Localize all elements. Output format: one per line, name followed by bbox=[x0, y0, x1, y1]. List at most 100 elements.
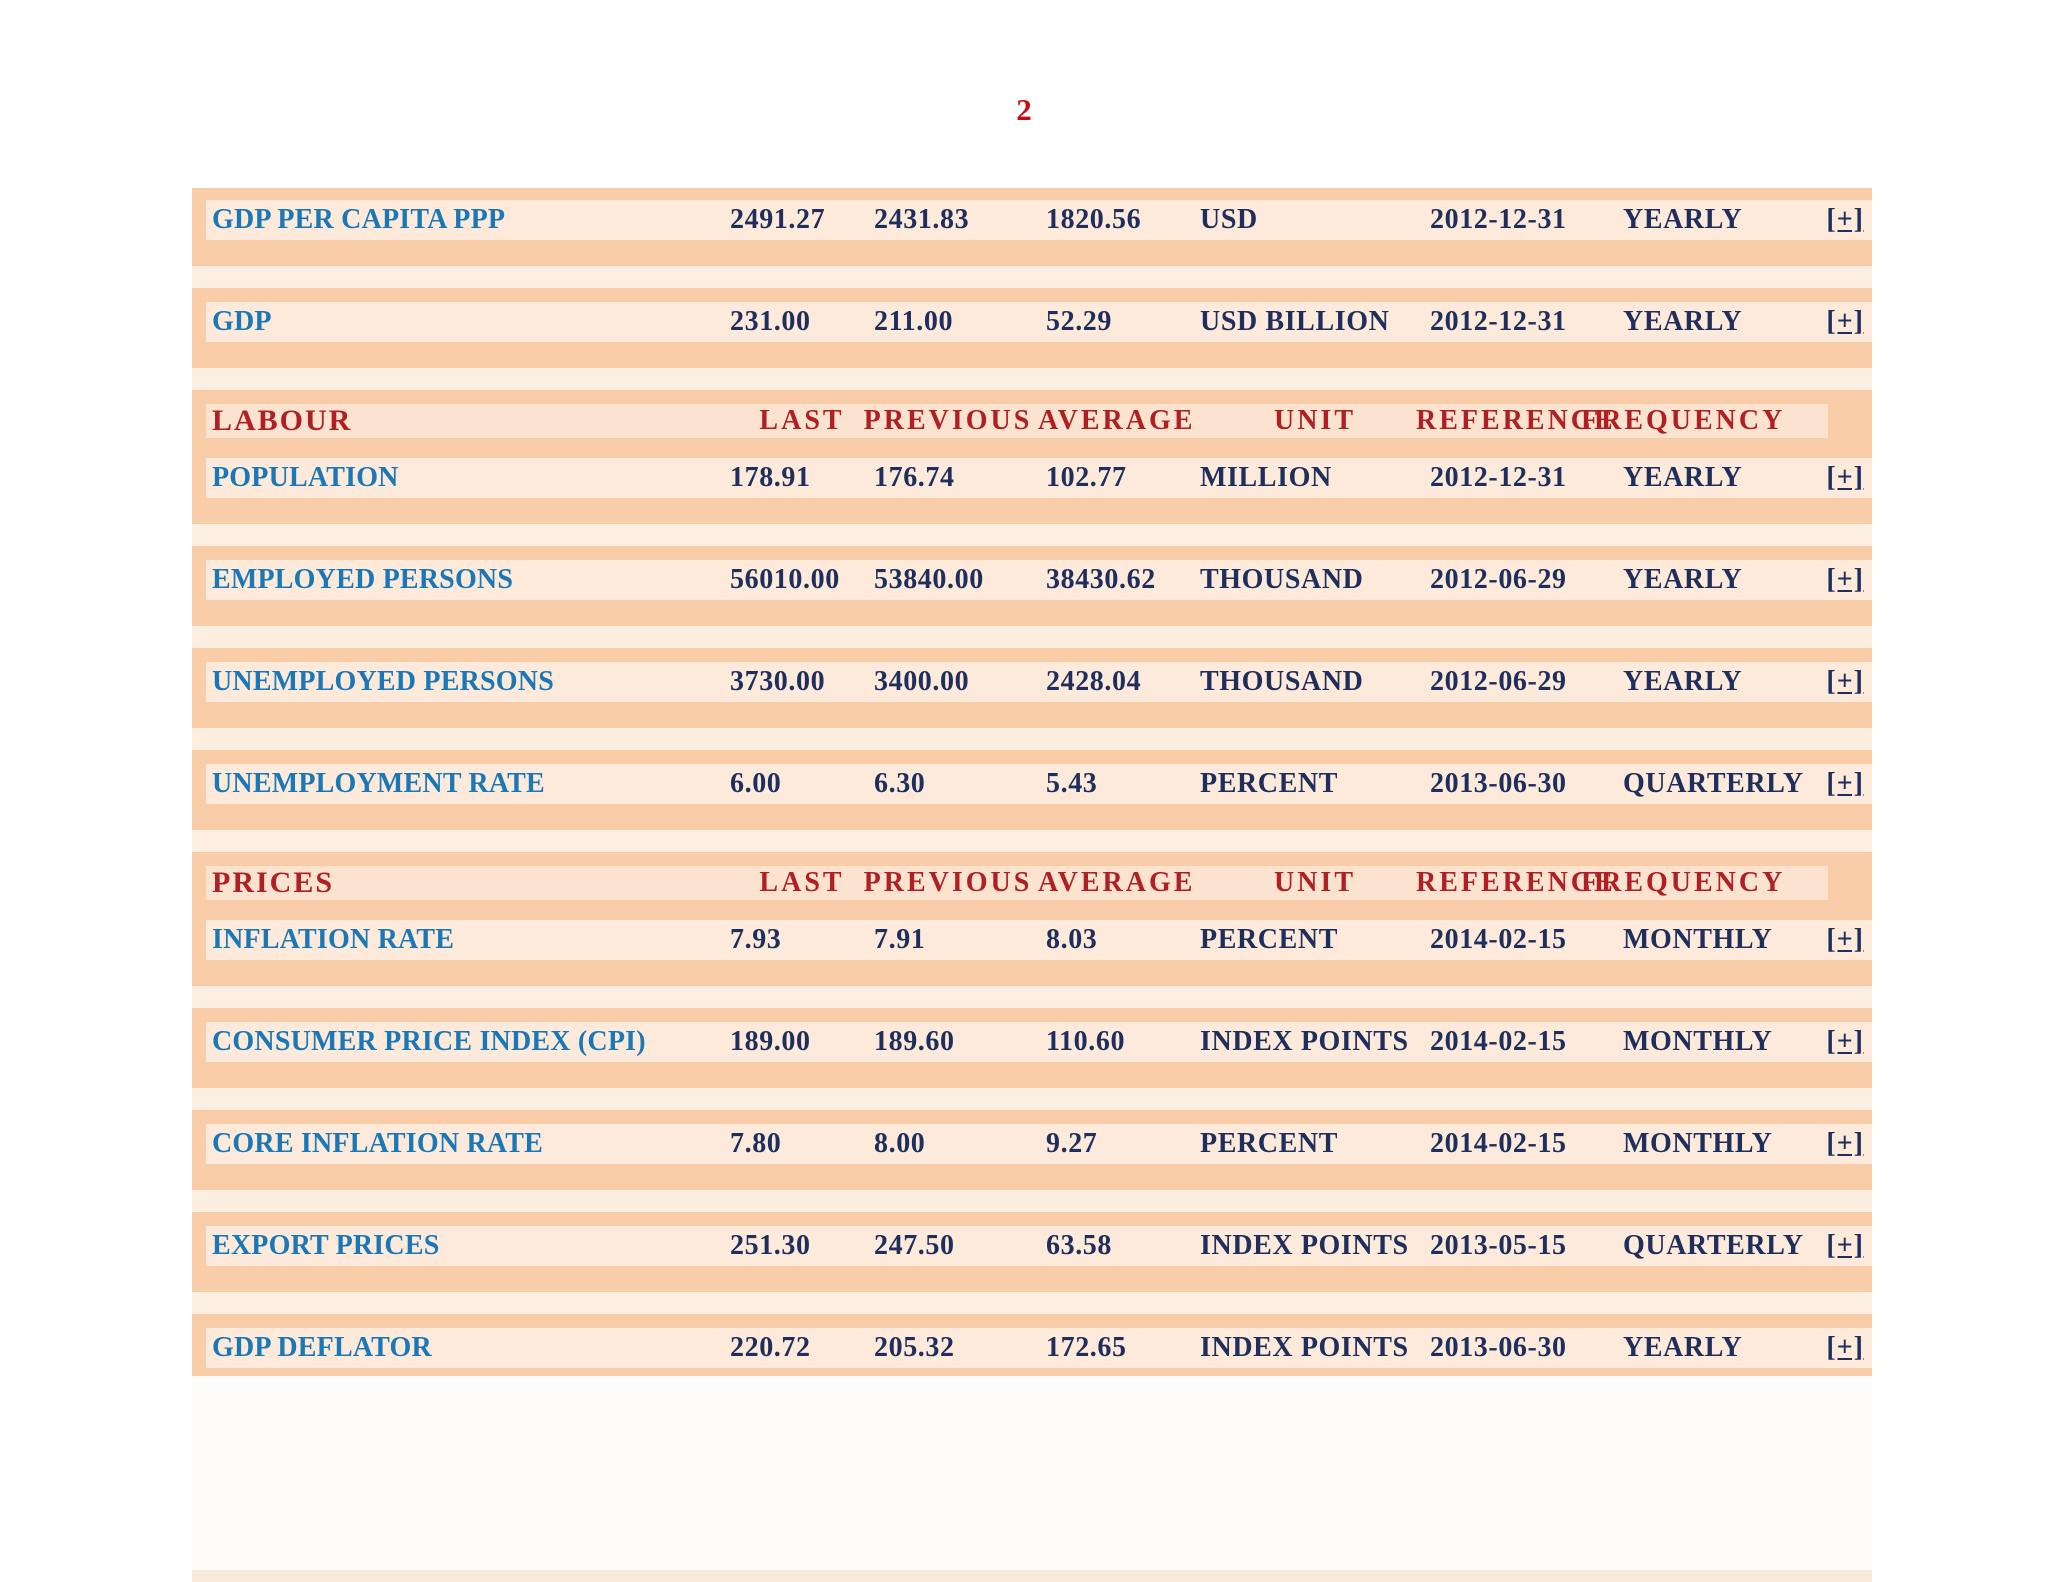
unit-value: PERCENT bbox=[1200, 924, 1338, 955]
reference-date: 2012-06-29 bbox=[1430, 666, 1567, 697]
row-gap-strip bbox=[192, 1190, 1872, 1212]
previous-value: 8.00 bbox=[874, 1128, 926, 1159]
indicator-link[interactable]: GDP DEFLATOR bbox=[212, 1332, 432, 1363]
indicator-row: CONSUMER PRICE INDEX (CPI) 189.00 189.60… bbox=[192, 1022, 1872, 1124]
economic-indicators-table: GDP PER CAPITA PPP 2491.27 2431.83 1820.… bbox=[192, 188, 1872, 1376]
indicator-link[interactable]: CONSUMER PRICE INDEX (CPI) bbox=[212, 1026, 646, 1057]
frequency-value: YEARLY bbox=[1623, 462, 1743, 493]
previous-value: 53840.00 bbox=[874, 564, 984, 595]
average-value: 38430.62 bbox=[1046, 564, 1156, 595]
previous-value: 176.74 bbox=[874, 462, 955, 493]
indicator-row: GDP DEFLATOR 220.72 205.32 172.65 INDEX … bbox=[192, 1328, 1872, 1376]
row-gap-strip bbox=[192, 524, 1872, 546]
indicator-row-band: GDP PER CAPITA PPP 2491.27 2431.83 1820.… bbox=[206, 200, 1872, 240]
unit-value: USD bbox=[1200, 204, 1258, 235]
previous-value: 3400.00 bbox=[874, 666, 970, 697]
reference-date: 2013-05-15 bbox=[1430, 1230, 1567, 1261]
indicator-link[interactable]: EMPLOYED PERSONS bbox=[212, 564, 514, 595]
unit-value: THOUSAND bbox=[1200, 564, 1364, 595]
last-value: 231.00 bbox=[730, 306, 811, 337]
average-value: 8.03 bbox=[1046, 924, 1098, 955]
unit-value: MILLION bbox=[1200, 462, 1332, 493]
indicator-link[interactable]: UNEMPLOYMENT RATE bbox=[212, 768, 545, 799]
indicator-row: EXPORT PRICES 251.30 247.50 63.58 INDEX … bbox=[192, 1226, 1872, 1328]
frequency-value: MONTHLY bbox=[1623, 924, 1773, 955]
last-value: 251.30 bbox=[730, 1230, 811, 1261]
reference-date: 2014-02-15 bbox=[1430, 924, 1567, 955]
content-area-below-table bbox=[192, 1376, 1872, 1570]
indicator-link[interactable]: POPULATION bbox=[212, 462, 399, 493]
expand-link[interactable]: [+] bbox=[1826, 1230, 1864, 1261]
last-value: 2491.27 bbox=[730, 204, 826, 235]
row-gap-strip bbox=[192, 728, 1872, 750]
indicator-row-band: UNEMPLOYED PERSONS 3730.00 3400.00 2428.… bbox=[206, 662, 1872, 702]
reference-date: 2013-06-30 bbox=[1430, 1332, 1567, 1363]
indicator-link[interactable]: GDP bbox=[212, 306, 272, 337]
expand-link[interactable]: [+] bbox=[1826, 462, 1864, 493]
unit-value: INDEX POINTS bbox=[1200, 1230, 1409, 1261]
column-header-last: LAST bbox=[759, 405, 845, 436]
reference-date: 2014-02-15 bbox=[1430, 1026, 1567, 1057]
previous-value: 211.00 bbox=[874, 306, 954, 337]
unit-value: THOUSAND bbox=[1200, 666, 1364, 697]
indicator-row: EMPLOYED PERSONS 56010.00 53840.00 38430… bbox=[192, 560, 1872, 662]
column-header-reference: REFERENCE bbox=[1416, 867, 1616, 898]
previous-value: 2431.83 bbox=[874, 204, 970, 235]
unit-value: PERCENT bbox=[1200, 768, 1338, 799]
reference-date: 2012-12-31 bbox=[1430, 204, 1567, 235]
expand-link[interactable]: [+] bbox=[1826, 1026, 1864, 1057]
previous-value: 7.91 bbox=[874, 924, 926, 955]
indicator-row: POPULATION 178.91 176.74 102.77 MILLION … bbox=[192, 458, 1872, 560]
last-value: 7.80 bbox=[730, 1128, 782, 1159]
indicator-row: GDP PER CAPITA PPP 2491.27 2431.83 1820.… bbox=[192, 200, 1872, 302]
expand-link[interactable]: [+] bbox=[1826, 924, 1864, 955]
average-value: 172.65 bbox=[1046, 1332, 1127, 1363]
last-value: 56010.00 bbox=[730, 564, 840, 595]
previous-value: 205.32 bbox=[874, 1332, 955, 1363]
unit-value: USD BILLION bbox=[1200, 306, 1390, 337]
section-header-row: PRICES LAST PREVIOUS AVERAGE UNIT REFERE… bbox=[192, 866, 1872, 920]
last-value: 6.00 bbox=[730, 768, 782, 799]
page-number: 2 bbox=[1016, 92, 1032, 127]
reference-date: 2014-02-15 bbox=[1430, 1128, 1567, 1159]
column-header-reference: REFERENCE bbox=[1416, 405, 1616, 436]
previous-value: 189.60 bbox=[874, 1026, 955, 1057]
unit-value: INDEX POINTS bbox=[1200, 1026, 1409, 1057]
expand-link[interactable]: [+] bbox=[1826, 768, 1864, 799]
indicator-row: GDP 231.00 211.00 52.29 USD BILLION 2012… bbox=[192, 302, 1872, 404]
indicator-row: INFLATION RATE 7.93 7.91 8.03 PERCENT 20… bbox=[192, 920, 1872, 1022]
indicator-row-band: CONSUMER PRICE INDEX (CPI) 189.00 189.60… bbox=[206, 1022, 1872, 1062]
section-title: LABOUR bbox=[212, 404, 353, 437]
indicator-link[interactable]: UNEMPLOYED PERSONS bbox=[212, 666, 554, 697]
indicator-row: UNEMPLOYED PERSONS 3730.00 3400.00 2428.… bbox=[192, 662, 1872, 764]
expand-link[interactable]: [+] bbox=[1826, 564, 1864, 595]
last-value: 189.00 bbox=[730, 1026, 811, 1057]
indicator-row-band: GDP DEFLATOR 220.72 205.32 172.65 INDEX … bbox=[206, 1328, 1872, 1368]
indicator-row-band: INFLATION RATE 7.93 7.91 8.03 PERCENT 20… bbox=[206, 920, 1872, 960]
column-header-previous: PREVIOUS bbox=[863, 405, 1033, 436]
page-bottom-strip bbox=[192, 1570, 1872, 1582]
indicator-link[interactable]: EXPORT PRICES bbox=[212, 1230, 440, 1261]
indicator-row-band: UNEMPLOYMENT RATE 6.00 6.30 5.43 PERCENT… bbox=[206, 764, 1872, 804]
indicator-link[interactable]: CORE INFLATION RATE bbox=[212, 1128, 544, 1159]
indicator-link[interactable]: INFLATION RATE bbox=[212, 924, 455, 955]
expand-link[interactable]: [+] bbox=[1826, 306, 1864, 337]
indicator-row-band: EXPORT PRICES 251.30 247.50 63.58 INDEX … bbox=[206, 1226, 1872, 1266]
expand-link[interactable]: [+] bbox=[1826, 1332, 1864, 1363]
average-value: 63.58 bbox=[1046, 1230, 1112, 1261]
indicator-link[interactable]: GDP PER CAPITA PPP bbox=[212, 204, 506, 235]
indicator-row-band: GDP 231.00 211.00 52.29 USD BILLION 2012… bbox=[206, 302, 1872, 342]
column-header-unit: UNIT bbox=[1273, 405, 1356, 436]
expand-link[interactable]: [+] bbox=[1826, 666, 1864, 697]
expand-link[interactable]: [+] bbox=[1826, 204, 1864, 235]
column-header-frequency: FREQUENCY bbox=[1581, 405, 1786, 436]
last-value: 178.91 bbox=[730, 462, 811, 493]
frequency-value: QUARTERLY bbox=[1623, 768, 1804, 799]
expand-link[interactable]: [+] bbox=[1826, 1128, 1864, 1159]
row-gap-strip bbox=[192, 1088, 1872, 1110]
frequency-value: MONTHLY bbox=[1623, 1128, 1773, 1159]
indicator-row-band: CORE INFLATION RATE 7.80 8.00 9.27 PERCE… bbox=[206, 1124, 1872, 1164]
average-value: 2428.04 bbox=[1046, 666, 1142, 697]
previous-value: 247.50 bbox=[874, 1230, 955, 1261]
row-gap-strip bbox=[192, 368, 1872, 390]
